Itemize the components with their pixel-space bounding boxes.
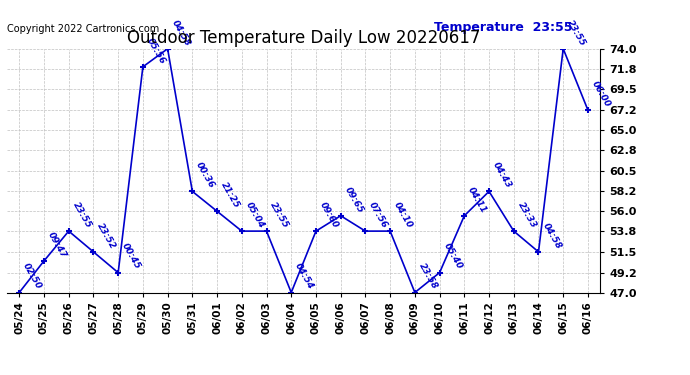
Text: Copyright 2022 Cartronics.com: Copyright 2022 Cartronics.com <box>7 24 159 34</box>
Text: 00:45: 00:45 <box>120 242 142 271</box>
Text: 02:50: 02:50 <box>21 262 43 291</box>
Text: 07:56: 07:56 <box>367 201 389 230</box>
Text: 04:43: 04:43 <box>491 161 513 190</box>
Text: Temperature  23:55: Temperature 23:55 <box>434 21 573 34</box>
Text: 23:58: 23:58 <box>417 262 439 291</box>
Text: 09:60: 09:60 <box>318 201 340 230</box>
Text: 05:56: 05:56 <box>145 36 167 66</box>
Text: 04:11: 04:11 <box>466 185 489 214</box>
Text: 04:54: 04:54 <box>293 262 315 291</box>
Text: 00:36: 00:36 <box>195 161 217 190</box>
Text: 06:00: 06:00 <box>590 80 612 109</box>
Text: 23:52: 23:52 <box>95 221 117 251</box>
Text: 05:04: 05:04 <box>244 201 266 230</box>
Text: 09:65: 09:65 <box>343 185 365 214</box>
Text: 23:33: 23:33 <box>515 201 538 230</box>
Text: 23:55: 23:55 <box>70 201 92 230</box>
Text: 23:55: 23:55 <box>565 18 587 47</box>
Text: 04:10: 04:10 <box>392 201 414 230</box>
Text: 04:58: 04:58 <box>540 221 562 251</box>
Title: Outdoor Temperature Daily Low 20220617: Outdoor Temperature Daily Low 20220617 <box>127 29 480 47</box>
Text: 09:47: 09:47 <box>46 230 68 260</box>
Text: 21:25: 21:25 <box>219 181 241 210</box>
Text: 04:58: 04:58 <box>170 18 192 47</box>
Text: 23:55: 23:55 <box>268 201 290 230</box>
Text: 05:40: 05:40 <box>442 242 464 271</box>
